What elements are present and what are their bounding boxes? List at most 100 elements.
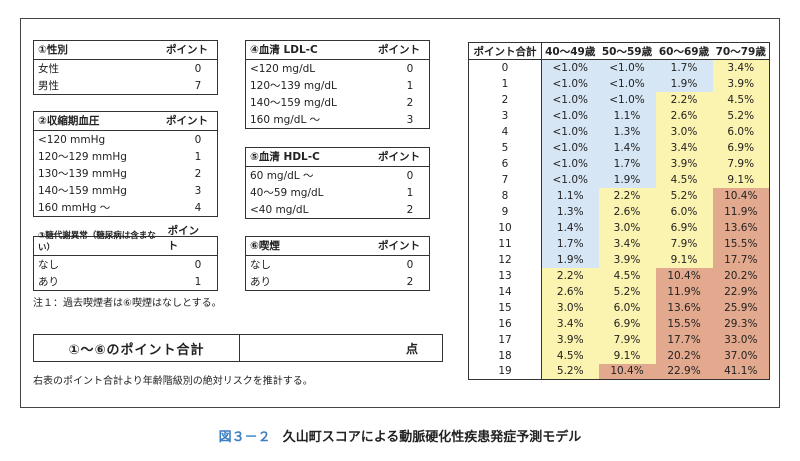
row-label: なし [250,259,271,271]
risk-cell: 3.9% [598,251,656,268]
table-row: 2 <1.0% <1.0% 2.2% 4.5% [468,91,770,108]
points-cell: 16 [468,315,542,332]
row-points: 1 [406,79,414,92]
risk-cell: <1.0% [598,91,656,108]
risk-cell: 20.2% [655,347,713,364]
row-points: 0 [194,133,202,146]
risk-cell: 6.9% [712,139,770,156]
points-header: ポイント [378,240,420,252]
risk-cell: 41.1% [712,363,770,380]
section-ldl-c: ④血清 LDL-C ポイント <120 mg/dL 0 120～139 mg/dL… [245,40,430,129]
points-header: ポイント [378,151,420,163]
risk-cell: 1.1% [598,107,656,124]
table-row: 0 <1.0% <1.0% 1.7% 3.4% [468,59,770,76]
risk-cell: <1.0% [598,75,656,92]
points-cell: 8 [468,187,542,204]
row-label: 120～129 mmHg [38,151,127,163]
points-cell: 12 [468,251,542,268]
list-item: 130～139 mmHg 2 [34,165,217,182]
column-header: 50～59歳 [598,42,656,60]
risk-cell: 3.0% [541,299,599,316]
risk-cell: 7.9% [655,235,713,252]
row-points: 3 [406,113,414,126]
section-header: ②収縮期血圧 ポイント [34,112,217,131]
points-header: ポイント [166,44,208,56]
row-label: 130～139 mmHg [38,168,127,180]
list-item: 女性 0 [34,60,217,77]
row-points: 2 [194,167,202,180]
points-cell: 6 [468,155,542,172]
points-header: ポイント [378,44,420,56]
figure-number: 図３－２ [218,430,271,445]
risk-cell: 5.2% [598,283,656,300]
figure-title: 久山町スコアによる動脈硬化性疾患発症予測モデル [282,430,582,445]
column-header: 40～49歳 [541,42,599,60]
points-cell: 9 [468,203,542,220]
risk-cell: 1.9% [598,171,656,188]
points-total-label: ①～⑥のポイント合計 [34,335,240,361]
risk-cell: 3.0% [598,219,656,236]
risk-cell: 6.9% [655,219,713,236]
risk-cell: 1.7% [598,155,656,172]
risk-cell: <1.0% [541,91,599,108]
row-points: 1 [406,186,414,199]
risk-table-body: 0 <1.0% <1.0% 1.7% 3.4% 1 <1.0% <1.0% 1.9% 3.9% 2 <… [468,59,770,380]
risk-cell: 3.4% [712,59,770,76]
row-label: 120～139 mg/dL [250,80,337,92]
row-points: 2 [406,96,414,109]
risk-cell: 37.0% [712,347,770,364]
risk-cell: 4.5% [598,267,656,284]
risk-cell: 2.6% [598,203,656,220]
section-hdl-c: ⑤血清 HDL-C ポイント 60 mg/dL ～ 0 40～59 mg/dL 1 … [245,147,430,219]
list-item: 140～159 mg/dL 2 [246,94,429,111]
list-item: なし 0 [246,256,429,273]
row-label: 40～59 mg/dL [250,187,324,199]
section-title: ①性別 [38,44,68,56]
list-item: あり 2 [246,273,429,290]
list-item: 160 mg/dL ～ 3 [246,111,429,128]
row-label: あり [250,276,271,288]
risk-cell: <1.0% [541,123,599,140]
risk-cell: 1.3% [541,203,599,220]
points-cell: 2 [468,91,542,108]
table-row: 18 4.5% 9.1% 20.2% 37.0% [468,347,770,364]
row-label: 140～159 mmHg [38,185,127,197]
risk-cell: 6.0% [655,203,713,220]
risk-cell: 29.3% [712,315,770,332]
section-header: ⑥喫煙 ポイント [246,237,429,256]
risk-cell: 1.7% [541,235,599,252]
risk-cell: 20.2% [712,267,770,284]
row-points: 0 [194,258,202,271]
column-header: 60～69歳 [655,42,713,60]
risk-cell: 33.0% [712,331,770,348]
points-cell: 7 [468,171,542,188]
column-header: 70～79歳 [712,42,770,60]
row-label: 140～159 mg/dL [250,97,337,109]
row-label: なし [38,259,59,271]
table-row: 15 3.0% 6.0% 13.6% 25.9% [468,299,770,316]
risk-cell: 10.4% [655,267,713,284]
risk-cell: <1.0% [541,75,599,92]
risk-cell: 3.0% [655,123,713,140]
section-header: ⑤血清 HDL-C ポイント [246,148,429,167]
section-header: ③糖代謝異常（糖尿病は含まない） ポイント [34,225,217,256]
risk-cell: 4.5% [712,91,770,108]
list-item: 160 mmHg ～ 4 [34,199,217,216]
row-points: 0 [406,62,414,75]
points-cell: 18 [468,347,542,364]
table-row: 4 <1.0% 1.3% 3.0% 6.0% [468,123,770,140]
figure-caption: 図３－２ 久山町スコアによる動脈硬化性疾患発症予測モデル [0,426,800,445]
table-row: 19 5.2% 10.4% 22.9% 41.1% [468,363,770,380]
risk-cell: 15.5% [655,315,713,332]
risk-cell: <1.0% [541,59,599,76]
section-systolic-bp: ②収縮期血圧 ポイント <120 mmHg 0 120～129 mmHg 1 130… [33,111,218,217]
list-item: 120～129 mmHg 1 [34,148,217,165]
points-cell: 5 [468,139,542,156]
row-label: <40 mg/dL [250,203,309,216]
list-item: <120 mg/dL 0 [246,60,429,77]
points-cell: 4 [468,123,542,140]
risk-cell: 4.5% [541,347,599,364]
risk-cell: 25.9% [712,299,770,316]
risk-cell: 1.4% [598,139,656,156]
risk-cell: 1.7% [655,59,713,76]
